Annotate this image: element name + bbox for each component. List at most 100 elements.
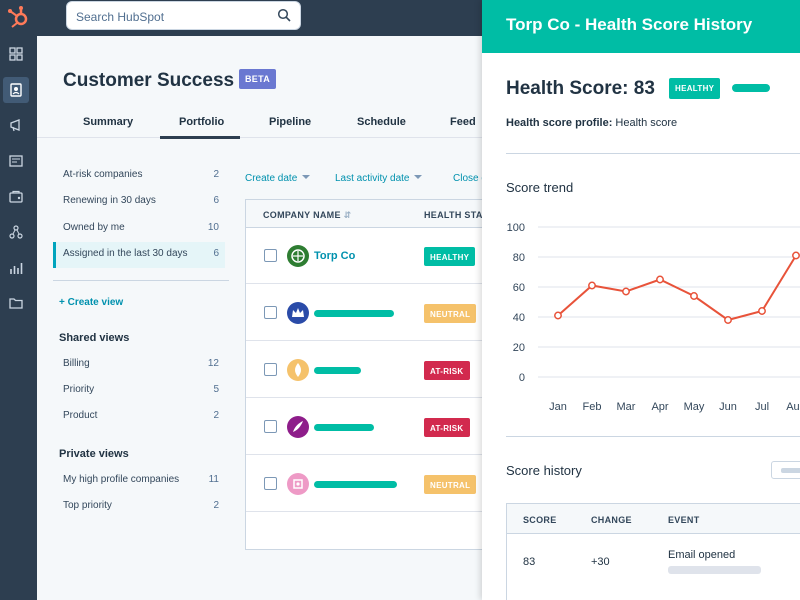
y-tick-label: 60 <box>513 282 525 294</box>
view-item-active[interactable]: Assigned in the last 30 days 6 <box>53 242 225 268</box>
history-toggle[interactable] <box>771 461 800 479</box>
tab-feed[interactable]: Feed <box>450 116 476 128</box>
view-item[interactable]: Priority 5 <box>53 378 225 403</box>
health-status-badge: AT-RISK <box>424 418 470 437</box>
score-history-title: Score history <box>506 463 582 478</box>
table-header: COMPANY NAME ⇵ HEALTH STAT <box>246 200 488 228</box>
company-name-placeholder[interactable] <box>314 310 394 317</box>
search-icon[interactable] <box>277 8 291 22</box>
tab-schedule[interactable]: Schedule <box>357 116 406 128</box>
filter-label: Create date <box>245 173 298 184</box>
health-score-value: Health Score: 83 <box>506 78 655 99</box>
page-title: Customer Success <box>63 70 235 91</box>
library-icon[interactable] <box>8 295 24 311</box>
company-name-placeholder[interactable] <box>314 367 361 374</box>
view-item[interactable]: At-risk companies 2 <box>53 163 225 188</box>
company-logo-icon <box>287 473 309 495</box>
dashboard-icon[interactable] <box>8 46 24 62</box>
company-name-placeholder[interactable] <box>314 424 374 431</box>
health-status-badge: HEALTHY <box>424 247 476 266</box>
commerce-icon[interactable] <box>8 189 24 205</box>
score-history-table: SCORE CHANGE EVENT 83 +30 Email opened <box>506 503 800 600</box>
y-tick-label: 0 <box>519 372 525 384</box>
views-divider <box>53 280 229 281</box>
view-item[interactable]: Top priority 2 <box>53 494 225 519</box>
column-event[interactable]: EVENT <box>668 515 700 525</box>
contacts-icon[interactable] <box>3 77 29 103</box>
tab-pipeline[interactable]: Pipeline <box>269 116 312 128</box>
search-input[interactable]: Search HubSpot <box>66 1 301 30</box>
company-logo-icon <box>287 359 309 381</box>
reports-icon[interactable] <box>8 260 24 276</box>
table-row[interactable]: NEUTRAL <box>246 285 486 341</box>
view-item[interactable]: Billing 12 <box>53 352 225 377</box>
column-company-name[interactable]: COMPANY NAME ⇵ <box>263 210 351 221</box>
view-item[interactable]: Product 2 <box>53 404 225 429</box>
search-placeholder: Search HubSpot <box>76 10 165 24</box>
column-health-status[interactable]: HEALTH STAT <box>424 210 488 220</box>
row-checkbox[interactable] <box>264 420 277 433</box>
tab-portfolio[interactable]: Portfolio <box>179 116 225 128</box>
view-label: Renewing in 30 days <box>63 195 156 206</box>
data-point <box>622 287 630 296</box>
profile-value: Health score <box>615 117 678 129</box>
row-checkbox[interactable] <box>264 363 277 376</box>
view-item[interactable]: My high profile companies 11 <box>53 468 225 493</box>
view-count: 2 <box>213 500 219 511</box>
view-count: 2 <box>213 410 219 421</box>
view-count: 12 <box>207 358 219 369</box>
create-view-link[interactable]: + Create view <box>59 297 124 308</box>
health-score-panel: Torp Co - Health Score History Health Sc… <box>482 0 800 600</box>
panel-header: Torp Co - Health Score History <box>482 0 800 53</box>
shared-views-title: Shared views <box>59 332 130 344</box>
content-icon[interactable] <box>8 153 24 169</box>
event-detail-placeholder <box>668 566 761 574</box>
y-tick-label: 80 <box>513 252 525 264</box>
filter-last-activity-date[interactable]: Last activity date <box>335 173 423 184</box>
x-tick-label: Feb <box>583 401 602 413</box>
row-checkbox[interactable] <box>264 306 277 319</box>
x-tick-label: Mar <box>617 401 636 413</box>
view-count: 6 <box>213 195 219 206</box>
health-score-bar <box>732 84 770 92</box>
company-logo-icon <box>287 245 309 267</box>
view-label: Top priority <box>63 500 112 511</box>
marketing-icon[interactable] <box>8 117 24 133</box>
tab-bar: Summary Portfolio Pipeline Schedule Feed <box>37 110 484 139</box>
tab-summary[interactable]: Summary <box>83 116 134 128</box>
x-tick-label: May <box>684 401 705 413</box>
filter-label: Close d <box>453 173 487 184</box>
panel-divider <box>506 436 800 437</box>
column-score[interactable]: SCORE <box>523 515 557 525</box>
table-row[interactable]: AT-RISK <box>246 342 486 398</box>
history-change: +30 <box>591 556 610 568</box>
hubspot-logo-icon[interactable] <box>5 4 31 30</box>
view-count: 11 <box>208 474 219 485</box>
sort-icon: ⇵ <box>343 210 352 220</box>
active-tab-indicator <box>160 136 240 139</box>
view-count: 2 <box>213 169 219 180</box>
row-checkbox[interactable] <box>264 477 277 490</box>
view-item[interactable]: Owned by me 10 <box>53 216 225 241</box>
automation-icon[interactable] <box>8 224 24 240</box>
panel-divider <box>506 153 800 154</box>
filter-close-date[interactable]: Close d <box>453 173 487 184</box>
left-nav-rail <box>0 0 37 600</box>
profile-label: Health score profile: <box>506 117 613 129</box>
data-point <box>724 316 732 324</box>
history-event: Email opened <box>668 549 736 561</box>
history-table-header: SCORE CHANGE EVENT <box>507 504 800 534</box>
table-row[interactable]: NEUTRAL <box>246 456 486 512</box>
view-label: My high profile companies <box>63 474 180 485</box>
view-item[interactable]: Renewing in 30 days 6 <box>53 189 225 214</box>
company-name-placeholder[interactable] <box>314 481 397 488</box>
table-row[interactable]: Torp Co HEALTHY <box>246 228 486 284</box>
main-content: Customer Success BETA Summary Portfolio … <box>37 36 488 600</box>
table-row[interactable]: AT-RISK <box>246 399 486 455</box>
caret-down-icon <box>302 175 311 179</box>
company-logo-icon <box>287 302 309 324</box>
column-change[interactable]: CHANGE <box>591 515 632 525</box>
row-checkbox[interactable] <box>264 249 277 262</box>
filter-create-date[interactable]: Create date <box>245 173 311 184</box>
company-name-link[interactable]: Torp Co <box>314 250 356 262</box>
